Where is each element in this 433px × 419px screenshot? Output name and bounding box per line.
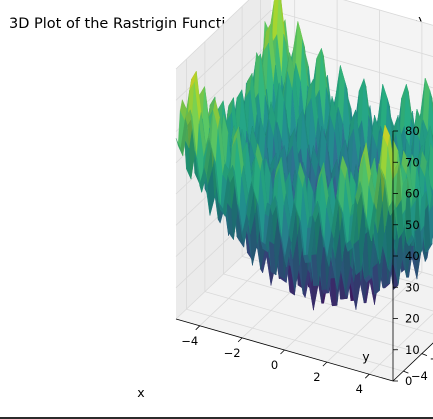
x-gridline [369, 313, 433, 375]
x-tick-label: 4 [356, 382, 363, 396]
z-tick-label: 40 [405, 249, 420, 263]
z-gridline [175, 0, 433, 70]
x-tick-label: 2 [313, 370, 320, 384]
figure-bottom-border [0, 417, 433, 419]
y-axis-label: y [362, 349, 370, 364]
z-tick-label: 80 [405, 124, 420, 138]
x-axis-label: x [137, 385, 144, 400]
x-tick-mark [237, 337, 243, 343]
x-tick-label: −4 [181, 334, 198, 348]
x-tick-label: −2 [224, 346, 241, 360]
x-tick-mark [280, 349, 285, 355]
z-tick-label: 60 [405, 187, 420, 201]
z-tick-label: 0 [405, 374, 412, 388]
y-tick-mark [403, 370, 409, 374]
x-tick-mark [364, 373, 370, 379]
z-tick-label: 30 [405, 280, 420, 294]
x-tick-mark [322, 361, 328, 367]
z-tick-label: 70 [405, 155, 420, 169]
z-tick-label: 10 [405, 343, 420, 357]
z-gridline [175, 9, 433, 101]
surface-plot [175, 0, 433, 311]
z-tick-label: 50 [405, 218, 420, 232]
y-axis-line [392, 342, 433, 382]
y-tick-label: −4 [411, 369, 428, 383]
z-tick-label: 20 [405, 312, 420, 326]
y-tick-label: −2 [429, 352, 433, 366]
y-tick-mark [421, 353, 428, 356]
x-tick-mark [195, 325, 201, 331]
x-tick-label: 0 [271, 358, 278, 372]
